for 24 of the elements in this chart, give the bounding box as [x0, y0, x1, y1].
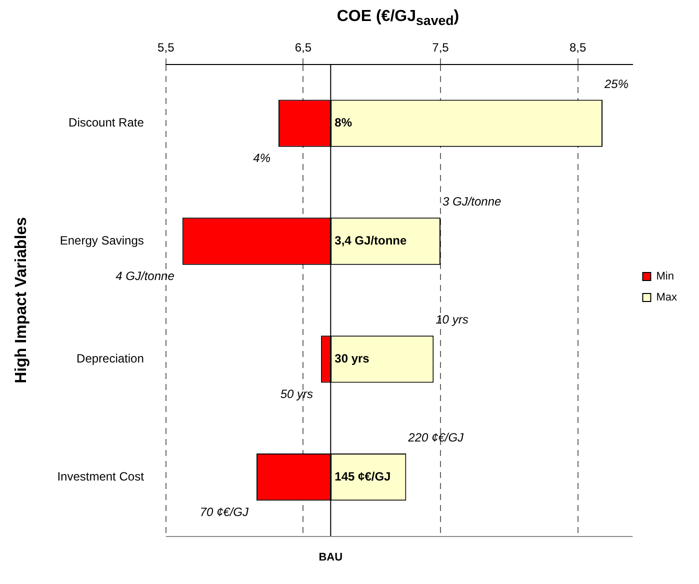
annotation: 8% — [334, 116, 352, 130]
ref-line-label: BAU — [318, 552, 343, 564]
annotation: 30 yrs — [334, 351, 370, 366]
x-tick-label: 6,5 — [294, 40, 312, 55]
y-axis-title: High Impact Variables — [13, 216, 30, 384]
annotation: 10 yrs — [436, 312, 468, 327]
annotation: 220 ¢€/GJ — [407, 430, 465, 444]
x-tick-label: 7,5 — [432, 40, 450, 55]
x-axis-title: COE (€/GJ$_{saved}$) — [336, 8, 460, 28]
y-tick-label: Investment Cost — [57, 469, 145, 484]
x-tick-label: 8,5 — [569, 40, 586, 55]
annotation: 4% — [253, 151, 271, 166]
x-tick-label: 5,5 — [158, 40, 175, 55]
y-tick-label: Discount Rate — [68, 116, 144, 130]
y-tick-label: Energy Savings — [60, 234, 144, 248]
legend-label: Max — [656, 292, 678, 304]
annotation: 70 ¢€/GJ — [200, 504, 250, 519]
legend-label: Min — [656, 270, 674, 283]
annotation: 3 GJ/tonne — [442, 194, 502, 209]
annotation: 25% — [604, 76, 629, 91]
annotation: 3,4 GJ/tonne — [334, 234, 408, 248]
annotation: 50 yrs — [280, 386, 314, 401]
y-tick-label: Depreciation — [76, 351, 144, 366]
annotation: 145 ¢€/GJ — [334, 469, 391, 484]
